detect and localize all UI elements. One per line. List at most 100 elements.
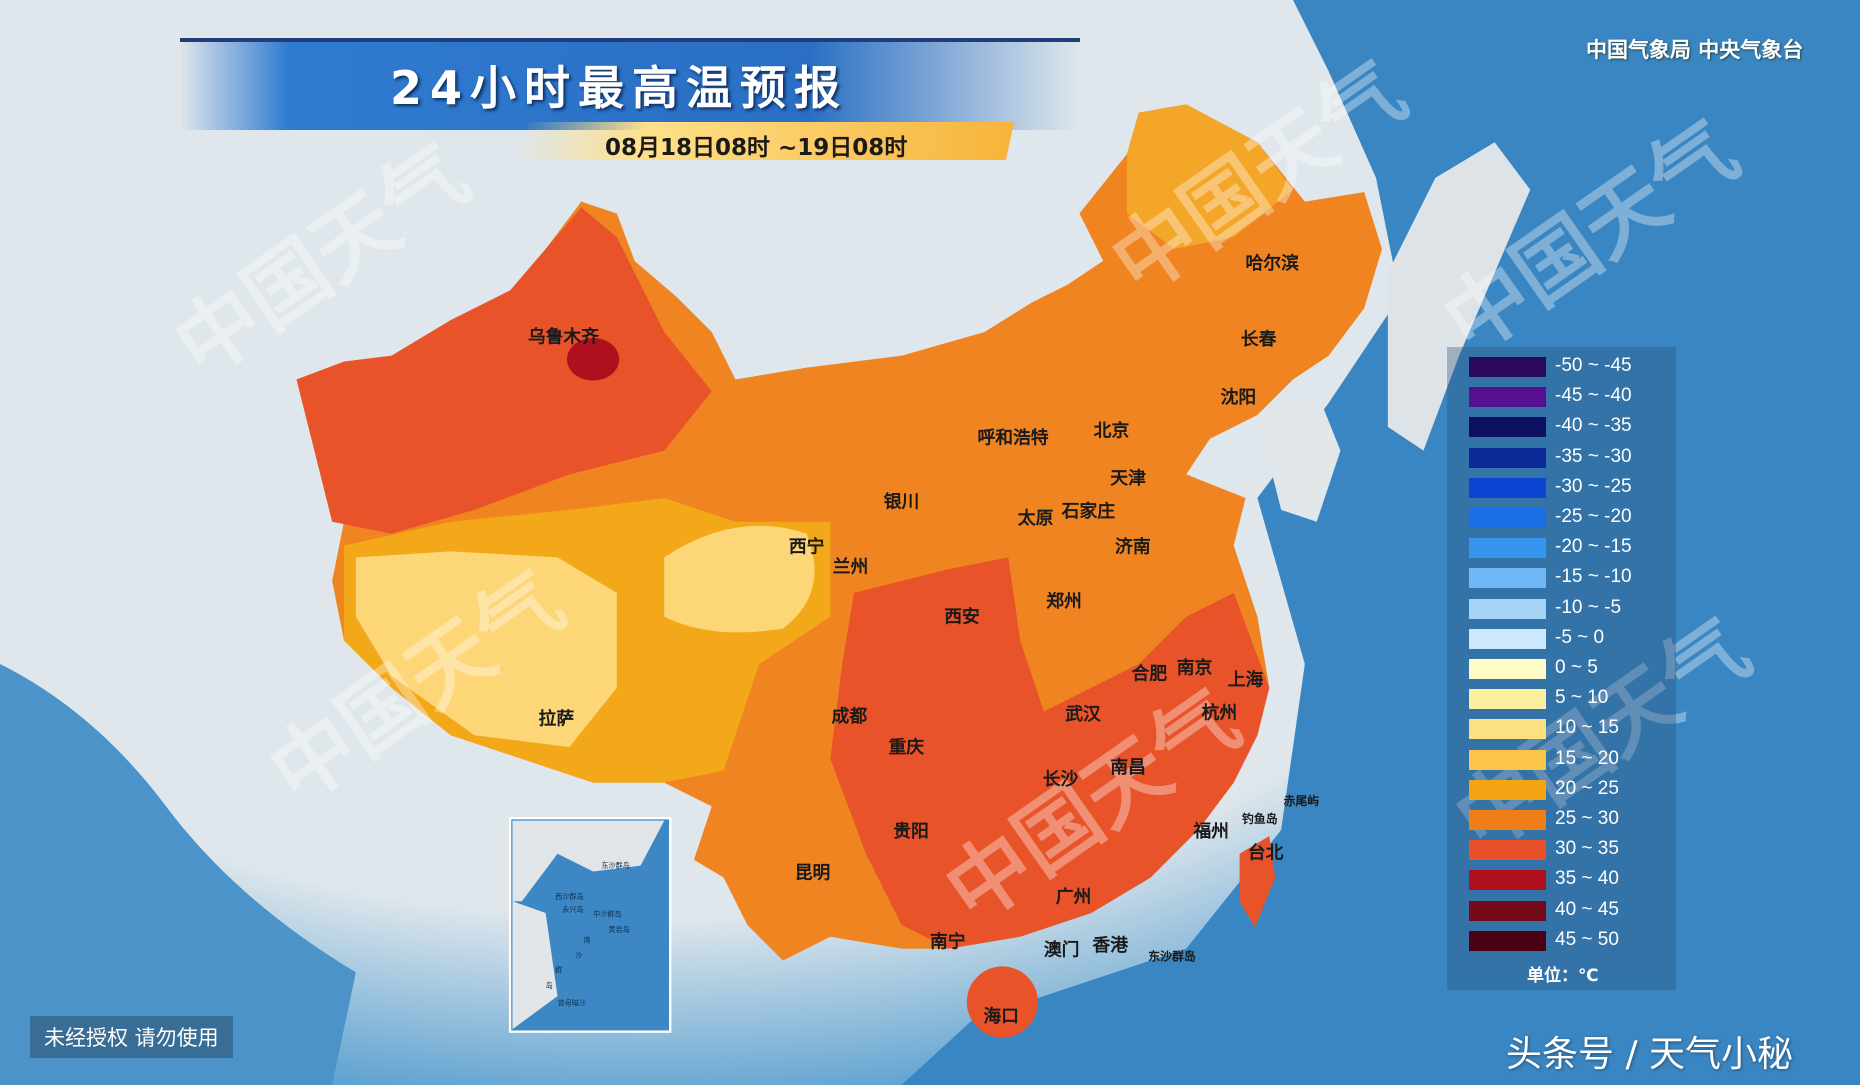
- legend-swatch: [1469, 598, 1546, 619]
- city-label: 石家庄: [1061, 500, 1116, 522]
- legend-label: 35 ~ 40: [1555, 868, 1619, 890]
- legend-swatch: [1469, 749, 1546, 770]
- legend-label: -50 ~ -45: [1555, 355, 1632, 376]
- temperature-legend: 单位：℃ -50 ~ -45 -45 ~ -40 -40 ~ -35 -35 ~ -3…: [1447, 347, 1676, 990]
- legend-label: -15 ~ -10: [1555, 566, 1632, 588]
- city-label: 呼和浩特: [977, 426, 1048, 448]
- city-label: 天津: [1110, 467, 1146, 489]
- legend-swatch: [1469, 447, 1546, 468]
- city-label: 银川: [884, 491, 920, 513]
- ocean-west: [0, 664, 356, 1085]
- agency-label: 中国气象局 中央气象台: [1586, 38, 1804, 62]
- city-label: 武汉: [1065, 704, 1101, 725]
- city-label: 长春: [1241, 328, 1277, 350]
- legend-label: -5 ~ 0: [1555, 626, 1605, 648]
- land-korea: [1257, 391, 1341, 522]
- hainan-island: [966, 966, 1038, 1038]
- city-label: 西宁: [789, 536, 825, 558]
- date-range: 08月18日08时 ~19日08时: [605, 135, 908, 161]
- legend-label: 25 ~ 30: [1555, 808, 1619, 829]
- city-label: 昆明: [795, 863, 831, 884]
- legend-label: -35 ~ -30: [1555, 445, 1632, 467]
- land-japan: [1387, 142, 1531, 451]
- legend-swatch: [1469, 840, 1546, 861]
- city-label: 沈阳: [1221, 386, 1257, 408]
- legend-swatch: [1469, 477, 1546, 498]
- legend-label: 20 ~ 25: [1555, 777, 1619, 799]
- inset-label: 东沙群岛: [601, 861, 629, 870]
- city-labels: 乌鲁木齐 哈尔滨 长春 沈阳 呼和浩特 北京 天津 银川 太原 石家庄 济南 西…: [528, 252, 1319, 1027]
- south-china-sea-inset: 东沙群岛 西沙群岛 永兴岛 中沙群岛 黄岩岛 南 沙 群 岛 曾母暗沙: [508, 817, 672, 1033]
- legend-label: 30 ~ 35: [1555, 838, 1619, 860]
- legend-label: 15 ~ 20: [1555, 747, 1619, 769]
- legend-label: -10 ~ -5: [1555, 596, 1622, 618]
- ocean: [901, 0, 1860, 1085]
- legend-label: -40 ~ -35: [1555, 415, 1632, 437]
- city-label: 兰州: [833, 556, 869, 578]
- city-label: 南宁: [930, 930, 966, 952]
- city-label: 郑州: [1046, 590, 1082, 612]
- city-label: 贵阳: [893, 821, 929, 842]
- china-temperature-fill: [296, 104, 1382, 1038]
- legend-swatch: [1469, 810, 1546, 830]
- legend-swatch: [1469, 689, 1546, 710]
- city-label: 台北: [1248, 842, 1284, 864]
- legend-swatch: [1469, 900, 1546, 921]
- island-label: 东沙群岛: [1148, 949, 1196, 963]
- inset-label: 黄岩岛: [609, 925, 630, 934]
- legend-swatch: [1469, 930, 1546, 951]
- inset-label: 中沙群岛: [593, 910, 621, 919]
- city-label: 济南: [1115, 536, 1151, 558]
- city-label: 福州: [1192, 820, 1229, 842]
- zone-15-20-tibet: [355, 551, 617, 748]
- city-label: 成都: [832, 705, 868, 727]
- legend-label: 45 ~ 50: [1555, 928, 1619, 950]
- legend-swatch: [1469, 628, 1546, 649]
- island-label: 钓鱼岛: [1242, 812, 1278, 826]
- legend-unit: 单位：℃: [1527, 966, 1599, 986]
- city-label: 上海: [1228, 668, 1264, 690]
- legend-label: 0 ~ 5: [1555, 657, 1598, 678]
- city-label: 乌鲁木齐: [528, 326, 599, 348]
- city-label: 香港: [1092, 935, 1130, 956]
- inset-label: 南: [584, 936, 591, 945]
- legend-swatch: [1469, 357, 1546, 377]
- copyright-warning: 未经授权 请勿使用: [30, 1016, 233, 1058]
- city-label: 长沙: [1043, 769, 1079, 790]
- legend-label: -30 ~ -25: [1555, 475, 1632, 497]
- title-banner: [180, 38, 1080, 130]
- legend-swatch: [1469, 538, 1546, 559]
- inset-label: 沙: [575, 951, 582, 960]
- legend-label: -45 ~ -40: [1555, 385, 1632, 407]
- inset-label: 曾母暗沙: [558, 999, 586, 1008]
- legend-swatch: [1469, 719, 1546, 740]
- zone-30-35-south: [830, 557, 1270, 949]
- legend-swatch: [1469, 508, 1546, 528]
- city-label: 拉萨: [539, 708, 575, 730]
- legend-swatch: [1469, 417, 1546, 438]
- source-credit: 头条号 / 天气小秘: [1506, 1034, 1794, 1075]
- city-label: 重庆: [888, 736, 924, 758]
- page-title: 24小时最高温预报: [390, 61, 849, 115]
- legend-swatch: [1469, 387, 1546, 408]
- city-label: 杭州: [1202, 702, 1238, 724]
- legend-label: -20 ~ -15: [1555, 536, 1632, 558]
- city-label: 南京: [1177, 657, 1213, 679]
- inset-label: 岛: [546, 981, 553, 990]
- zone-35-40: [567, 337, 620, 381]
- legend-swatch: [1469, 779, 1546, 800]
- city-label: 海口: [983, 1005, 1019, 1027]
- legend-label: -25 ~ -20: [1555, 506, 1632, 527]
- city-label: 广州: [1056, 885, 1092, 907]
- zone-15-20-qinghai: [664, 525, 815, 633]
- city-label: 澳门: [1044, 939, 1080, 961]
- city-label: 合肥: [1132, 662, 1168, 684]
- legend-label: 5 ~ 10: [1555, 687, 1609, 709]
- zone-20-25-northeast: [1126, 104, 1293, 250]
- island-label: 赤尾屿: [1283, 794, 1319, 808]
- legend-swatch: [1469, 568, 1546, 589]
- city-label: 西安: [944, 606, 980, 628]
- inset-label: 永兴岛: [562, 905, 583, 914]
- city-label: 北京: [1094, 419, 1130, 441]
